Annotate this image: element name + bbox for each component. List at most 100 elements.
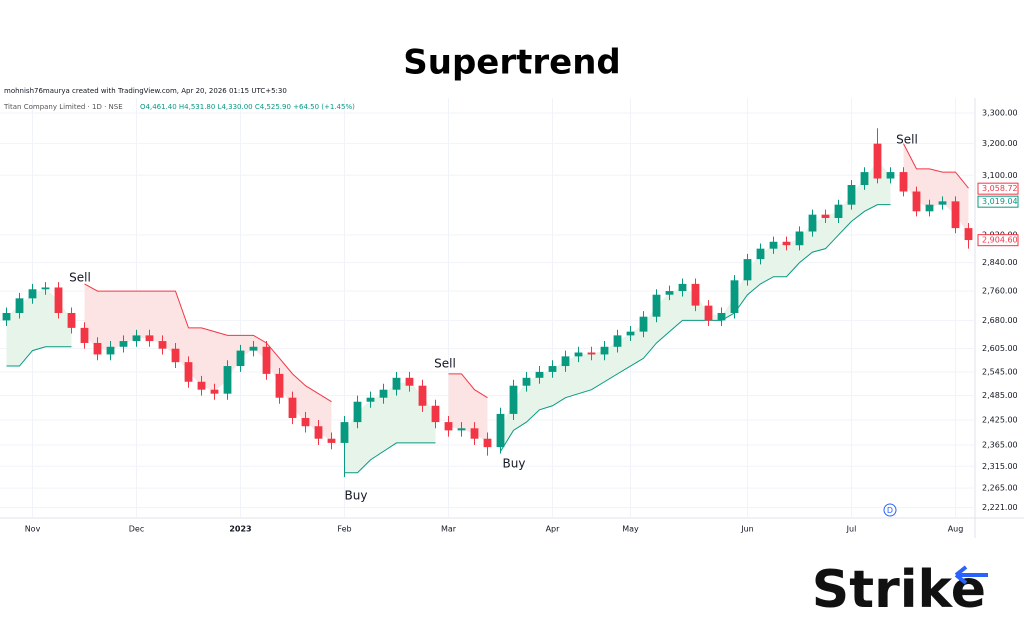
marks bbox=[2, 128, 973, 478]
candle-body bbox=[80, 327, 89, 343]
candle-body bbox=[717, 312, 726, 321]
x-tick-label: May bbox=[622, 525, 639, 534]
candle-body bbox=[28, 289, 37, 299]
candle-body bbox=[574, 352, 583, 357]
candle-body bbox=[249, 346, 258, 351]
candle-body bbox=[236, 350, 245, 367]
badge-label[interactable]: D bbox=[887, 506, 893, 515]
candle-body bbox=[184, 362, 193, 382]
x-tick-label: Jun bbox=[740, 525, 754, 534]
candle-body bbox=[470, 428, 479, 439]
candle-body bbox=[626, 331, 635, 336]
price-label-box bbox=[977, 234, 1019, 247]
x-tick-label: Nov bbox=[25, 525, 41, 534]
candle-body bbox=[795, 231, 804, 246]
candle-body bbox=[548, 366, 557, 372]
candle-body bbox=[210, 389, 219, 394]
candle-body bbox=[860, 172, 869, 185]
candle-body bbox=[340, 422, 349, 443]
y-tick-label: 2,315.00 bbox=[982, 462, 1018, 471]
candle-body bbox=[535, 371, 544, 378]
candle-body bbox=[392, 377, 401, 390]
candle-body bbox=[821, 214, 830, 218]
candle-body bbox=[2, 312, 11, 321]
candle-body bbox=[327, 438, 336, 443]
price-label: 2,904.60 bbox=[982, 236, 1018, 245]
price-label-box bbox=[977, 182, 1019, 195]
candle-body bbox=[483, 438, 492, 448]
candle-body bbox=[938, 201, 947, 205]
price-label-box bbox=[977, 195, 1019, 208]
candle-body bbox=[769, 241, 778, 249]
candle-body bbox=[197, 381, 206, 390]
y-tick-label: 2,545.00 bbox=[982, 367, 1018, 376]
signal-label: Buy bbox=[503, 457, 526, 471]
y-tick-label: 2,680.00 bbox=[982, 316, 1018, 325]
candle-body bbox=[808, 214, 817, 232]
x-tick-label: Aug bbox=[948, 525, 964, 534]
ohlc-header: O4,461.40 H4,531.80 L4,330.00 C4,525.90 … bbox=[140, 103, 355, 111]
candle-body bbox=[522, 377, 531, 386]
candle-body bbox=[847, 184, 856, 205]
trend-fill bbox=[84, 283, 332, 441]
x-tick-label: Jul bbox=[846, 525, 857, 534]
signal-label: Sell bbox=[434, 357, 456, 371]
badge-icon[interactable] bbox=[883, 503, 897, 517]
candle-body bbox=[587, 352, 596, 355]
candle-body bbox=[613, 335, 622, 347]
x-tick-label: Apr bbox=[546, 525, 561, 534]
candle-body bbox=[834, 204, 843, 218]
trend-fill bbox=[448, 373, 488, 443]
candle-body bbox=[886, 172, 895, 179]
x-tick-label: 2023 bbox=[229, 525, 251, 534]
price-label: 3,058.72 bbox=[982, 184, 1018, 193]
candle-body bbox=[509, 385, 518, 414]
x-tick-label: Mar bbox=[441, 525, 457, 534]
candle-body bbox=[444, 422, 453, 431]
candle-body bbox=[132, 335, 141, 342]
signal-label: Buy bbox=[345, 489, 368, 503]
candle-body bbox=[665, 291, 674, 295]
x-tick-label: Dec bbox=[129, 525, 144, 534]
symbol: Titan Company Limited · 1D · NSE bbox=[3, 103, 123, 111]
candle-body bbox=[145, 335, 154, 342]
supertrend-line bbox=[6, 204, 891, 474]
candle-body bbox=[314, 426, 323, 439]
price-label: 3,019.04 bbox=[982, 197, 1018, 206]
candle-body bbox=[873, 143, 882, 179]
candle-body bbox=[782, 241, 791, 246]
candle-body bbox=[405, 377, 414, 386]
candle-body bbox=[431, 405, 440, 423]
signal-label: Sell bbox=[896, 133, 918, 147]
candle-body bbox=[67, 312, 76, 328]
y-tick-label: 2,221.00 bbox=[982, 503, 1018, 512]
candle-body bbox=[652, 294, 661, 317]
y-tick-label: 2,605.00 bbox=[982, 344, 1018, 353]
candle-body bbox=[691, 283, 700, 306]
candle-body bbox=[600, 346, 609, 355]
candle-body bbox=[418, 385, 427, 406]
candle-body bbox=[223, 366, 232, 394]
candle-body bbox=[275, 373, 284, 398]
candle-body bbox=[561, 356, 570, 367]
candle-body bbox=[964, 228, 973, 241]
y-tick-label: 2,485.00 bbox=[982, 391, 1018, 400]
candle-body bbox=[93, 342, 102, 355]
page-title: Supertrend bbox=[403, 43, 620, 83]
candle-body bbox=[41, 287, 50, 290]
candle-body bbox=[158, 341, 167, 349]
candle-body bbox=[171, 348, 180, 363]
trend-fill bbox=[344, 381, 436, 473]
candle-body bbox=[457, 428, 466, 431]
y-tick-label: 3,300.00 bbox=[982, 108, 1018, 117]
x-tick-label: Feb bbox=[337, 525, 351, 534]
y-tick-label: 2,265.00 bbox=[982, 484, 1018, 493]
candle-body bbox=[15, 298, 24, 313]
candle-body bbox=[366, 397, 375, 402]
brand-arrow bbox=[954, 565, 988, 585]
y-tick-label: 2,365.00 bbox=[982, 441, 1018, 450]
candle-body bbox=[119, 341, 128, 347]
y-tick-label: 2,760.00 bbox=[982, 287, 1018, 296]
